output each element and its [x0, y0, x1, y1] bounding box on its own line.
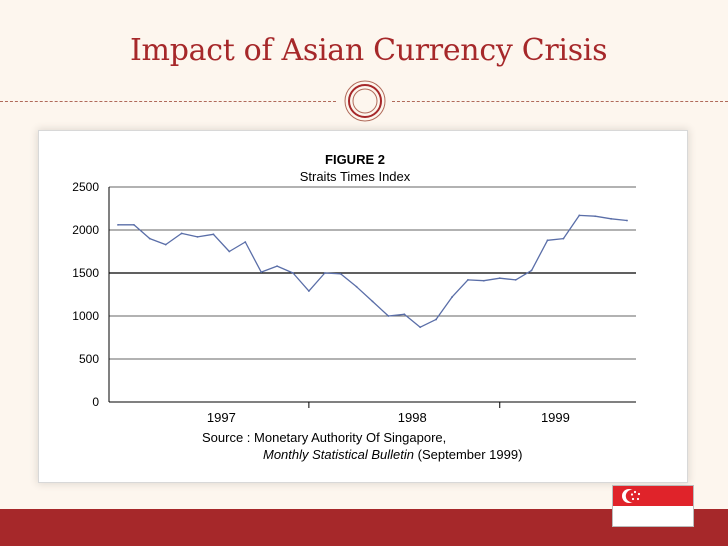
x-tick-label-1998: 1998: [398, 410, 427, 425]
sti-data-point: [419, 326, 422, 329]
chart-subtitle: Straits Times Index: [300, 169, 411, 184]
y-tick-label-500: 500: [79, 352, 99, 366]
sti-data-point: [180, 232, 183, 235]
sti-series-line: [118, 214, 628, 328]
source-publication-line: Monthly Statistical Bulletin (September …: [263, 447, 522, 462]
sti-data-point: [467, 278, 469, 281]
footer-band: [0, 509, 728, 546]
sti-data-point: [546, 239, 549, 242]
sti-data-point: [212, 233, 215, 236]
y-tick-label-0: 0: [92, 395, 99, 409]
source-publication: Monthly Statistical Bulletin: [263, 447, 415, 462]
circle-ornament-icon: [344, 80, 386, 122]
sti-data-point: [323, 272, 326, 274]
sti-data-point: [594, 215, 597, 218]
source-date: (September 1999): [417, 447, 523, 462]
sti-data-point: [244, 241, 247, 243]
sti-data-point: [117, 223, 119, 226]
sti-data-point: [626, 219, 628, 222]
sti-data-point: [148, 237, 151, 240]
sti-data-point: [387, 315, 390, 317]
y-tick-label-1000: 1000: [72, 309, 99, 323]
crescent-and-stars-icon: [622, 489, 641, 503]
sti-data-point: [514, 278, 517, 281]
sti-data-point: [371, 300, 374, 303]
sti-data-point: [482, 279, 485, 282]
x-tick-label-1999: 1999: [541, 410, 570, 425]
figure-panel: [39, 131, 687, 482]
slide-title: Impact of Asian Currency Crisis: [130, 33, 608, 68]
sti-data-point: [307, 290, 310, 292]
sti-data-point: [260, 271, 263, 274]
chart-title: FIGURE 2: [325, 152, 385, 167]
sti-data-point: [562, 237, 565, 240]
sti-data-point: [164, 243, 167, 246]
sti-data-point: [339, 272, 342, 275]
sti-data-point: [133, 223, 135, 226]
sti-data-point: [451, 296, 453, 298]
sti-data-point: [610, 217, 612, 220]
sti-data-point: [228, 250, 231, 253]
sti-data-point: [355, 285, 358, 288]
sti-data-point: [498, 277, 501, 280]
y-tick-label-2000: 2000: [72, 223, 99, 237]
sti-data-point: [435, 318, 438, 321]
title-divider-left: [0, 101, 336, 102]
title-divider-right: [392, 101, 728, 102]
sti-data-point: [530, 269, 533, 272]
y-tick-label-1500: 1500: [72, 266, 99, 280]
singapore-flag-icon: [612, 485, 694, 527]
x-tick-label-1997: 1997: [207, 410, 236, 425]
sti-data-point: [403, 313, 406, 316]
sti-data-point: [276, 265, 278, 268]
sti-data-point: [292, 272, 294, 274]
sti-data-point: [578, 214, 581, 217]
source-citation: Source : Monetary Authority Of Singapore…: [202, 430, 447, 445]
sti-data-point: [196, 235, 199, 238]
y-tick-label-2500: 2500: [72, 180, 99, 194]
